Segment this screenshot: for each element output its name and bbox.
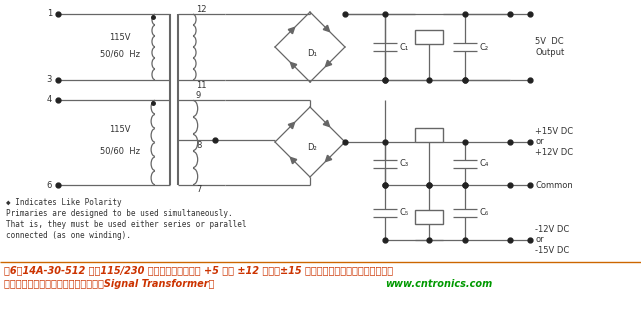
- Polygon shape: [326, 155, 332, 162]
- Text: 5V  DC
Output: 5V DC Output: [535, 37, 564, 57]
- Text: 7: 7: [196, 185, 201, 195]
- Text: 4: 4: [47, 95, 52, 105]
- Text: D₁: D₁: [307, 49, 317, 57]
- Text: +15V DC
or
+12V DC: +15V DC or +12V DC: [535, 127, 573, 157]
- Polygon shape: [290, 157, 297, 164]
- Text: C₃: C₃: [399, 159, 408, 168]
- Polygon shape: [290, 62, 297, 69]
- Text: IC3: IC3: [422, 212, 436, 222]
- Text: 图6：14A-30-512 采用115/230 伏输入电压，适用于 +5 伏或 ±12 伏直流±15 伏直流电源，具体取决于用户如何: 图6：14A-30-512 采用115/230 伏输入电压，适用于 +5 伏或 …: [4, 265, 393, 275]
- Text: 11: 11: [196, 81, 206, 89]
- Text: connected (as one winding).: connected (as one winding).: [6, 231, 131, 240]
- Text: 9: 9: [196, 90, 201, 100]
- Bar: [415, 30, 443, 44]
- Text: 8: 8: [196, 140, 201, 150]
- Text: 1: 1: [47, 10, 52, 18]
- Text: D₂: D₂: [307, 144, 317, 152]
- Text: 50/60  Hz: 50/60 Hz: [100, 146, 140, 156]
- Bar: [415, 128, 443, 142]
- Text: 50/60  Hz: 50/60 Hz: [100, 49, 140, 58]
- Text: 12: 12: [196, 4, 206, 14]
- Text: Primaries are designed to be used simultaneously.: Primaries are designed to be used simult…: [6, 209, 233, 218]
- Text: C₁: C₁: [399, 42, 408, 51]
- Text: IC1: IC1: [422, 33, 436, 42]
- Text: 115V: 115V: [109, 33, 131, 42]
- Polygon shape: [323, 120, 329, 126]
- Text: 115V: 115V: [109, 125, 131, 134]
- Text: 连接初级和次级侧绕组。（图片来源：Signal Transformer）: 连接初级和次级侧绕组。（图片来源：Signal Transformer）: [4, 279, 214, 289]
- Text: www.cntronics.com: www.cntronics.com: [385, 279, 492, 289]
- Text: That is, they must be used either series or parallel: That is, they must be used either series…: [6, 220, 247, 229]
- Text: 6: 6: [47, 180, 52, 190]
- Text: ◆ Indicates Like Polarity: ◆ Indicates Like Polarity: [6, 198, 122, 207]
- Text: 3: 3: [47, 75, 52, 85]
- Text: -12V DC
or
-15V DC: -12V DC or -15V DC: [535, 225, 569, 255]
- Text: C₄: C₄: [479, 159, 488, 168]
- Polygon shape: [326, 60, 332, 67]
- Polygon shape: [288, 27, 295, 34]
- Text: C₆: C₆: [479, 208, 488, 217]
- Text: Common: Common: [535, 180, 573, 190]
- Polygon shape: [288, 122, 295, 129]
- Text: C₂: C₂: [479, 42, 488, 51]
- Polygon shape: [323, 25, 329, 32]
- Text: IC2: IC2: [422, 131, 436, 139]
- Text: C₅: C₅: [399, 208, 408, 217]
- Bar: [415, 210, 443, 224]
